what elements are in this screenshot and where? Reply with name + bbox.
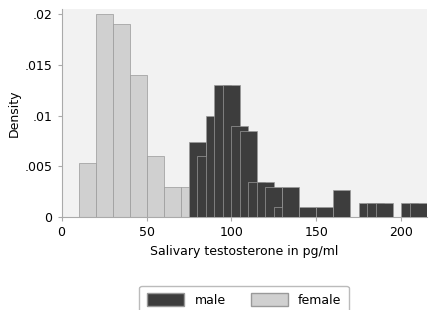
Bar [189,142,206,217]
Bar [214,212,231,217]
X-axis label: Salivary testosterone in pg/ml: Salivary testosterone in pg/ml [150,245,338,258]
Bar [265,187,282,217]
Bar [316,207,334,217]
Bar [257,182,274,217]
Bar [401,203,418,217]
Bar [410,203,427,217]
Y-axis label: Density: Density [7,89,20,137]
Bar [198,156,214,217]
Legend: male, female: male, female [139,286,349,310]
Bar [367,203,384,217]
Bar [164,187,180,217]
Bar [129,75,147,217]
Bar [95,14,113,217]
Bar [282,187,299,217]
Bar [249,182,265,217]
Bar [206,116,223,217]
Bar [359,203,376,217]
Bar [274,207,291,217]
Bar [334,190,350,217]
Bar [231,126,249,217]
Bar [223,85,240,217]
Bar [113,24,129,217]
Bar [79,163,95,217]
Bar [299,207,316,217]
Bar [214,85,231,217]
Bar [240,131,257,217]
Bar [198,212,214,217]
Bar [147,156,164,217]
Bar [376,203,393,217]
Bar [180,187,198,217]
